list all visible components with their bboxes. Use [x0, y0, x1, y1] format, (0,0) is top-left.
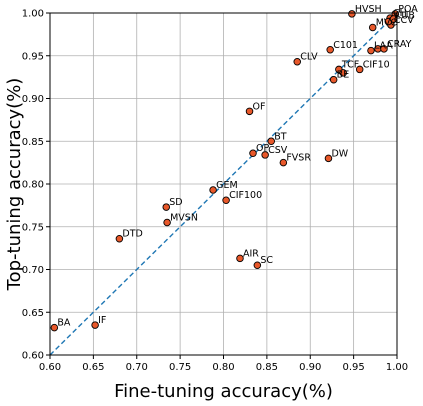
- data-point: [236, 254, 244, 263]
- point-label: POA: [398, 4, 418, 15]
- point-label: MVSN: [170, 212, 198, 223]
- y-tick-label: 0.95: [22, 51, 44, 62]
- data-point: [355, 65, 364, 74]
- point-label: OF: [253, 101, 266, 112]
- data-point: [261, 151, 269, 159]
- y-axis-title: Top-tuning accuracy(%): [4, 78, 25, 292]
- data-point: [368, 23, 377, 32]
- x-tick-label: 0.65: [82, 362, 104, 373]
- data-point: [339, 69, 347, 77]
- y-tick-label: 0.70: [22, 265, 44, 276]
- point-label: CUB: [395, 11, 415, 22]
- data-point: [209, 186, 217, 194]
- point-label: BT: [274, 131, 287, 142]
- point-label: C101: [333, 40, 358, 51]
- x-tick-label: 1.00: [386, 362, 408, 373]
- data-point: [91, 321, 99, 329]
- y-tick-label: 0.65: [22, 308, 44, 319]
- point-label: TCF: [341, 59, 359, 70]
- point-label: CSV: [268, 145, 288, 156]
- point-label: CH: [393, 8, 407, 19]
- x-tick-label: 0.60: [39, 362, 61, 373]
- data-point: [279, 158, 288, 167]
- point-label: OP: [256, 143, 269, 154]
- point-label: HVSH: [355, 4, 382, 15]
- data-point: [162, 203, 170, 211]
- x-tick-label: 0.80: [212, 362, 234, 373]
- y-tick-label: 0.80: [22, 180, 44, 191]
- x-axis-title: Fine-tuning accuracy(%): [114, 381, 333, 402]
- point-label: CLV: [300, 52, 318, 63]
- reference-diagonal-line: [49, 12, 398, 356]
- point-label: SD: [169, 197, 182, 208]
- point-label: IF: [98, 315, 106, 326]
- point-label: GEM: [216, 180, 238, 191]
- data-point: [222, 196, 230, 204]
- data-point: [348, 10, 356, 18]
- x-tick-label: 0.90: [299, 362, 321, 373]
- point-label: AIR: [243, 248, 259, 259]
- y-tick-label: 0.85: [22, 137, 44, 148]
- point-label: SC: [260, 255, 273, 266]
- y-tick-label: 0.60: [22, 351, 44, 362]
- point-label: BA: [57, 318, 71, 329]
- y-tick-label: 1.00: [22, 9, 44, 20]
- point-label: CIF10: [363, 59, 390, 70]
- y-tick-label: 0.75: [22, 222, 44, 233]
- data-point: [267, 137, 275, 145]
- point-label: CRAY: [387, 39, 412, 50]
- point-label: BE: [337, 70, 350, 81]
- point-label: DW: [331, 148, 348, 159]
- x-tick-label: 0.95: [342, 362, 364, 373]
- axis-ticks: 0.60 0.65 0.70 0.75 0.80 0.85 0.90 0.95 1.00 0.60…: [22, 9, 408, 374]
- data-point: [249, 149, 257, 157]
- point-label: FVSR: [286, 153, 311, 164]
- data-point: [380, 45, 388, 53]
- point-label: CCV: [394, 15, 414, 26]
- point-label: LAA: [374, 41, 393, 52]
- data-point: [367, 46, 375, 55]
- point-label: MVC: [376, 18, 398, 29]
- data-point: [245, 107, 254, 116]
- data-point: [329, 75, 338, 84]
- point-label: CIF100: [229, 190, 262, 201]
- x-tick-label: 0.70: [126, 362, 148, 373]
- x-tick-label: 0.85: [256, 362, 278, 373]
- data-point: [253, 261, 262, 269]
- point-label: DTD: [122, 229, 142, 240]
- y-tick-label: 0.90: [22, 94, 44, 105]
- data-point: [326, 46, 334, 54]
- data-point: [324, 154, 333, 163]
- data-point: [115, 234, 124, 243]
- x-tick-label: 0.75: [169, 362, 191, 373]
- data-point: [293, 57, 301, 66]
- data-point: [50, 323, 59, 332]
- data-points: [50, 10, 400, 332]
- data-point: [163, 218, 171, 227]
